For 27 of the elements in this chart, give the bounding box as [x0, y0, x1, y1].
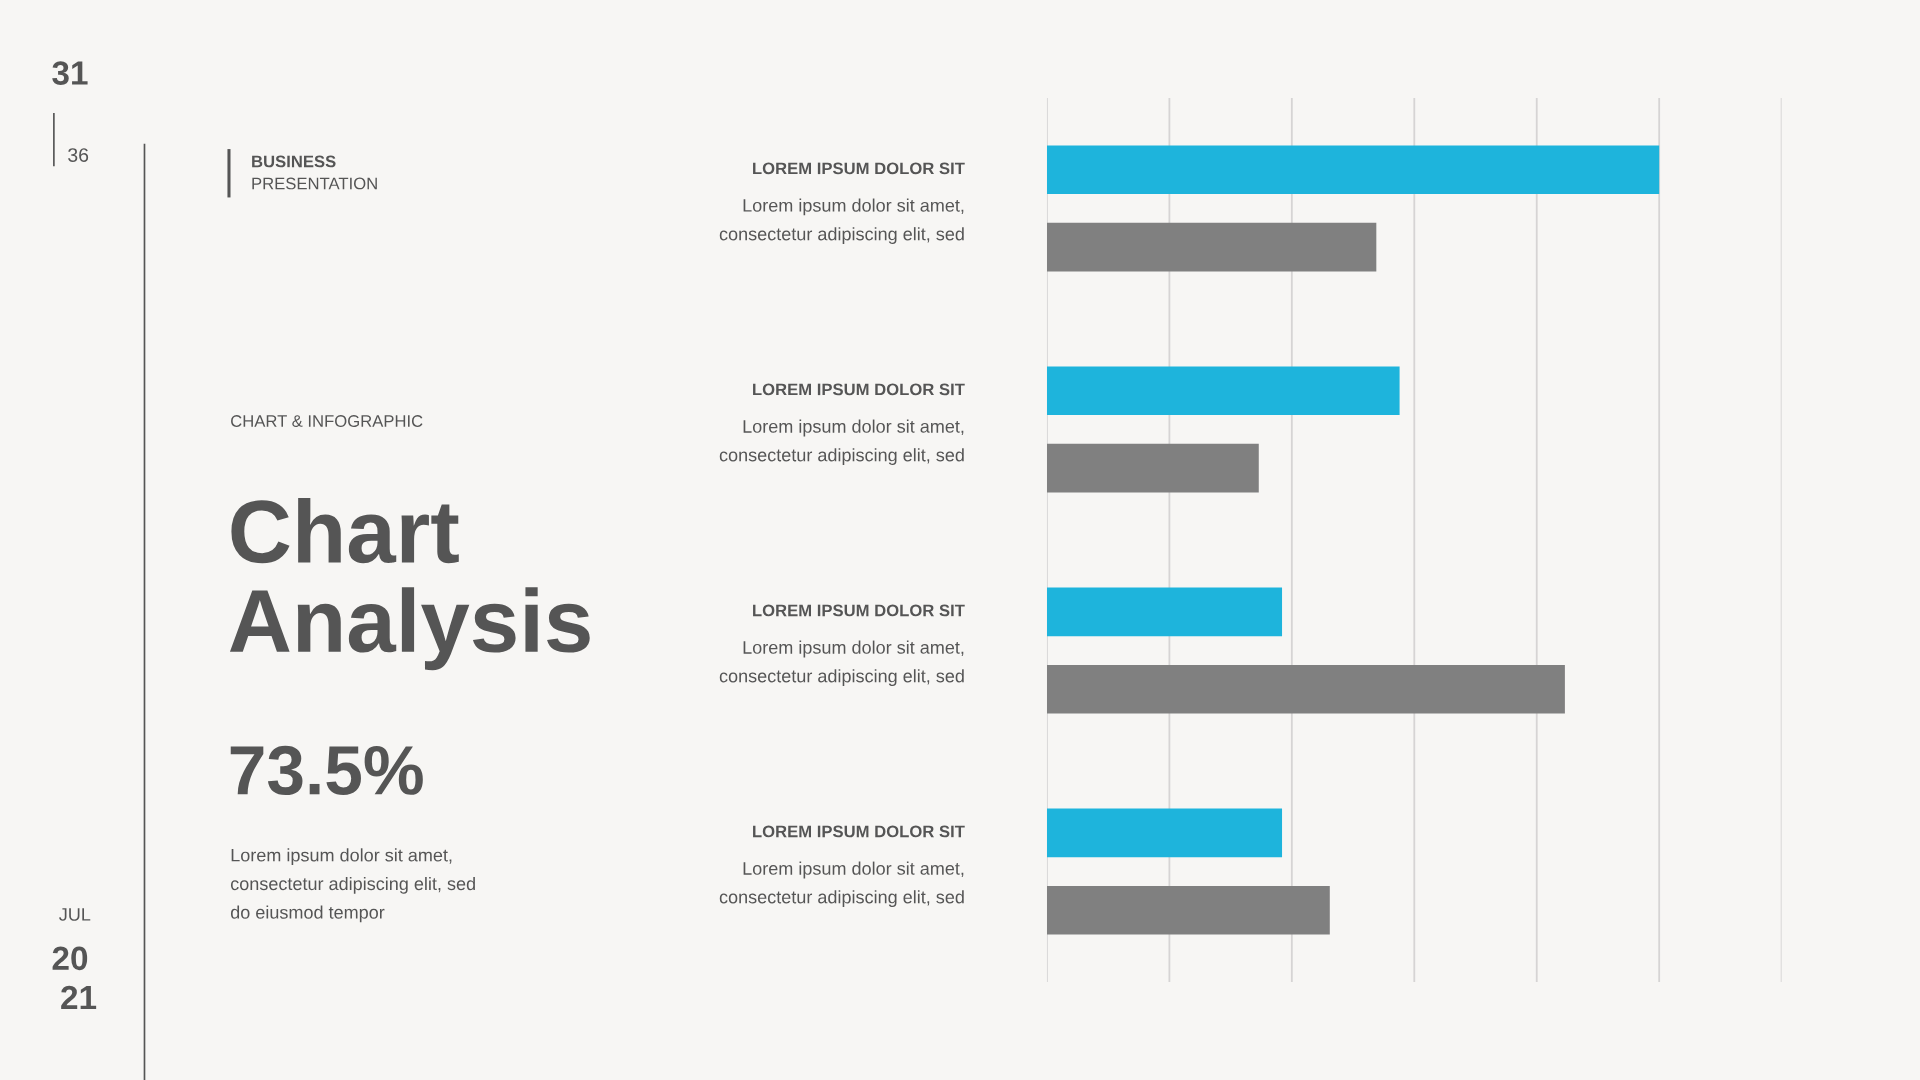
bar [1046, 808, 1283, 858]
text: JUL [59, 908, 91, 921]
text: Lorem ipsum dolor sit amet, consectetur adipiscing elit, sed [719, 861, 964, 908]
text: CHART & INFOGRAPHIC [231, 415, 423, 427]
text: 36 [68, 148, 89, 162]
text: 21 [61, 985, 97, 1010]
bar [1046, 664, 1565, 714]
text: Lorem ipsum dolor sit amet, consectetur adipiscing elit, sed do eiusmod tempor [230, 848, 475, 923]
text: BUSINESS [252, 155, 336, 168]
text: 20 [52, 946, 88, 971]
bar [1046, 885, 1330, 935]
text: Lorem ipsum dolor sit amet, consectetur adipiscing elit, sed [719, 198, 964, 244]
bar [1046, 145, 1660, 195]
text: PRESENTATION [252, 177, 377, 190]
text: Lorem ipsum dolor sit amet, consectetur adipiscing elit, sed [719, 640, 964, 686]
text: Chart Analysis [229, 498, 590, 671]
bar [1046, 443, 1259, 493]
bar [1046, 366, 1400, 416]
y-tick-label: LOREM IPSUM DOLOR SIT [753, 825, 965, 838]
y-tick-label: LOREM IPSUM DOLOR SIT [753, 162, 965, 175]
text: 73.5% [230, 745, 423, 796]
y-tick-label: LOREM IPSUM DOLOR SIT [753, 383, 965, 396]
bar [1046, 587, 1283, 637]
bar [1046, 222, 1377, 272]
text: Lorem ipsum dolor sit amet, consectetur adipiscing elit, sed [719, 419, 964, 465]
y-tick-label: LOREM IPSUM DOLOR SIT [753, 604, 965, 617]
text: 31 [52, 61, 88, 85]
